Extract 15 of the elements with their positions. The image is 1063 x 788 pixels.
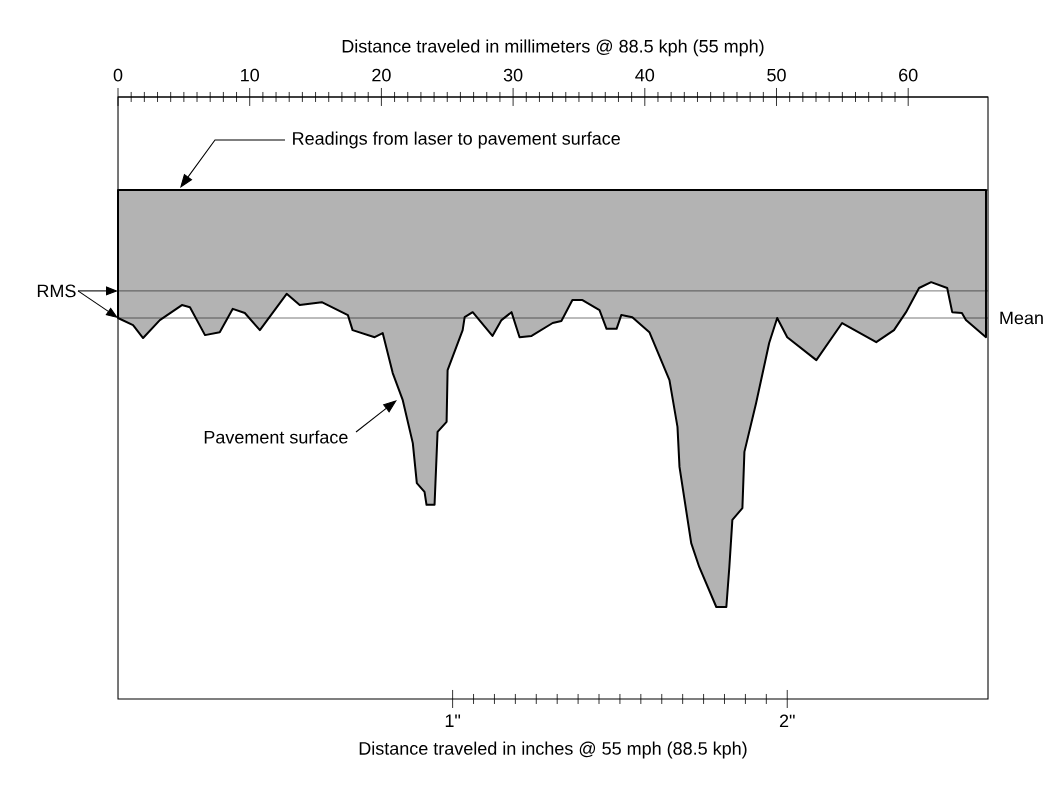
x2-tick-label: 0 (113, 68, 123, 82)
x2-tick-label: 10 (241, 68, 260, 82)
x-axis-title: Distance traveled in inches @ 55 mph (88.5 kph) (359, 741, 747, 759)
x-tick-label: 2" (779, 714, 795, 728)
x2-tick-label: 40 (635, 68, 655, 82)
ref-line-label: RMS (37, 284, 76, 298)
text: Readings from laser to pavement surface (293, 131, 620, 149)
x-tick-label: 1" (445, 714, 461, 727)
ref-line-label: Mean (1000, 311, 1043, 325)
x2-axis-title: Distance traveled in millimeters @ 88.5 kph (55 mph) (342, 39, 764, 57)
x2-tick-label: 60 (899, 68, 918, 82)
x2-tick-label: 30 (503, 68, 523, 82)
x2-tick-label: 20 (372, 68, 391, 82)
x2-tick-label: 50 (767, 68, 786, 82)
annotation: Pavement surface (204, 430, 348, 444)
